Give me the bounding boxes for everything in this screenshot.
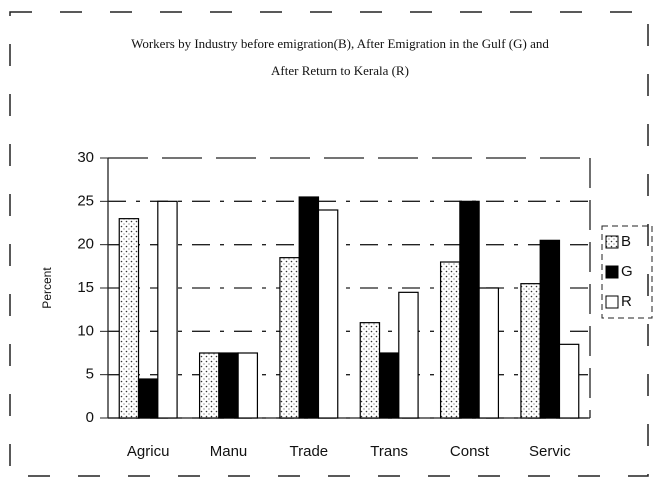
bar [198, 352, 220, 419]
bar [359, 322, 381, 419]
bar [520, 283, 541, 419]
legend-swatch [605, 265, 619, 279]
x-tick-label: Agricu [127, 443, 170, 460]
y-tick-label: 25 [77, 192, 94, 209]
legend-swatch [605, 235, 619, 249]
bar [317, 209, 339, 419]
legend-label: G [621, 263, 633, 280]
bar [459, 200, 480, 419]
bar [478, 287, 500, 419]
legend-label: R [621, 293, 632, 310]
bar [137, 378, 159, 419]
y-tick-label: 30 [77, 149, 94, 166]
y-tick-label: 10 [77, 322, 94, 339]
x-tick-label: Manu [210, 443, 248, 460]
legend-swatch [605, 295, 619, 309]
bar [398, 291, 419, 419]
y-tick-label: 15 [77, 279, 94, 296]
x-tick-label: Servic [529, 443, 571, 460]
bar [218, 352, 239, 419]
y-tick-label: 0 [86, 409, 94, 426]
y-tick-label: 5 [86, 366, 94, 383]
legend-label: B [621, 233, 631, 250]
y-tick-label: 20 [77, 236, 94, 253]
bar [237, 352, 259, 419]
bar [157, 200, 178, 419]
bar [539, 239, 561, 419]
legend-box [601, 225, 653, 319]
x-tick-label: Trade [290, 443, 329, 460]
y-axis-label: Percent [40, 267, 54, 309]
bar [439, 261, 461, 419]
chart-title: Workers by Industry before emigration(B)… [131, 36, 549, 78]
x-tick-label: Const [450, 443, 490, 460]
bar [378, 352, 400, 419]
chart-border [9, 11, 649, 477]
x-tick-label: Trans [370, 443, 408, 460]
bar [279, 257, 300, 419]
bar [118, 218, 140, 419]
bar [298, 196, 320, 419]
bar [558, 343, 580, 419]
